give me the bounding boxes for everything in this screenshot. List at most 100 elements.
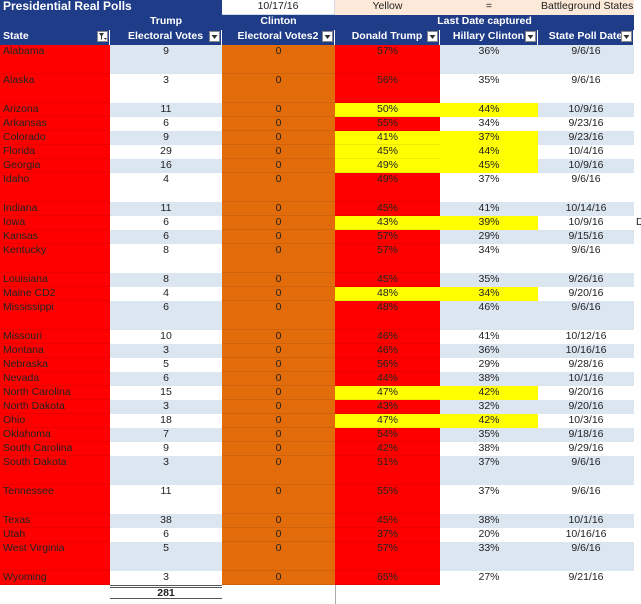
clinton-electoral-votes: 0 (222, 173, 335, 202)
state-name: North Carolina (0, 386, 110, 400)
poll-date: 9/20/16 (538, 386, 634, 400)
dropdown-icon (623, 35, 630, 39)
trump-electoral-votes: 4 (110, 287, 222, 301)
trump-poll: 57% (335, 45, 440, 74)
clinton-electoral-votes: 0 (222, 202, 335, 216)
poll-date: 9/23/16 (538, 117, 634, 131)
clinton-electoral-votes: 0 (222, 244, 335, 273)
clinton-electoral-votes: 0 (222, 117, 335, 131)
clinton-electoral-votes: 0 (222, 216, 335, 230)
clinton-poll: 42% (440, 386, 538, 400)
trump-electoral-votes: 9 (110, 45, 222, 74)
trump-electoral-votes: 8 (110, 244, 222, 273)
clinton-electoral-votes: 0 (222, 330, 335, 344)
poll-date: 10/3/16 (538, 414, 634, 428)
trump-poll: 50% (335, 103, 440, 117)
trump-electoral-votes: 10 (110, 330, 222, 344)
poll-date: 10/14/16 (538, 202, 634, 216)
clinton-electoral-votes: 0 (222, 145, 335, 159)
clinton-poll: 33% (440, 542, 538, 571)
trump-electoral-votes: 3 (110, 571, 222, 585)
clinton-electoral-votes: 0 (222, 514, 335, 528)
trump-electoral-votes: 5 (110, 542, 222, 571)
poll-date: 9/6/16 (538, 542, 634, 571)
trump-poll: 47% (335, 414, 440, 428)
clinton-electoral-votes: 0 (222, 372, 335, 386)
dropdown-icon (527, 35, 534, 39)
trump-electoral-votes: 8 (110, 273, 222, 287)
poll-date: 9/6/16 (538, 45, 634, 74)
trump-poll: 42% (335, 442, 440, 456)
group-header: Clinton (222, 15, 335, 30)
poll-date: 9/6/16 (538, 244, 634, 273)
sheet-title: Presidential Real Polls (0, 0, 222, 15)
poll-date: 9/20/16 (538, 287, 634, 301)
trump-poll: 49% (335, 159, 440, 173)
clinton-poll: 34% (440, 244, 538, 273)
clinton-poll: 45% (440, 159, 538, 173)
clinton-poll: 37% (440, 173, 538, 202)
trump-electoral-votes: 15 (110, 386, 222, 400)
clinton-poll: 35% (440, 428, 538, 442)
state-name: Georgia (0, 159, 110, 173)
dropdown-icon (324, 35, 331, 39)
trump-electoral-votes: 6 (110, 372, 222, 386)
poll-date: 9/6/16 (538, 301, 634, 330)
poll-date: 10/16/16 (538, 344, 634, 358)
trump-electoral-votes: 6 (110, 117, 222, 131)
filter-icon (99, 33, 107, 40)
trump-electoral-votes: 9 (110, 442, 222, 456)
clinton-poll: 27% (440, 571, 538, 585)
trump-poll: 45% (335, 202, 440, 216)
state-name: Idaho (0, 173, 110, 202)
trump-poll: 41% (335, 131, 440, 145)
clinton-electoral-votes: 0 (222, 159, 335, 173)
dropdown-icon (211, 35, 218, 39)
clinton-electoral-votes: 0 (222, 74, 335, 103)
clinton-poll: 38% (440, 514, 538, 528)
trump-poll: 37% (335, 528, 440, 542)
filter-button[interactable] (427, 31, 438, 42)
column-header: Hillary Clinton (440, 30, 538, 45)
group-header: Last Date captured (335, 15, 634, 30)
column-header: State Poll Date (538, 30, 634, 45)
clinton-electoral-votes: 0 (222, 103, 335, 117)
trump-electoral-votes: 16 (110, 159, 222, 173)
total-electoral-votes: 281 (110, 585, 222, 599)
trump-poll: 48% (335, 287, 440, 301)
state-name: Arizona (0, 103, 110, 117)
clinton-poll: 32% (440, 400, 538, 414)
clinton-electoral-votes: 0 (222, 273, 335, 287)
clinton-electoral-votes: 0 (222, 528, 335, 542)
date-cell: 10/17/16 (222, 0, 335, 15)
poll-date: 9/26/16 (538, 273, 634, 287)
state-name: Utah (0, 528, 110, 542)
trump-poll: 55% (335, 117, 440, 131)
clinton-poll: 29% (440, 230, 538, 244)
trump-electoral-votes: 6 (110, 230, 222, 244)
poll-date: 10/1/16 (538, 514, 634, 528)
state-name: Louisiana (0, 273, 110, 287)
clinton-poll: 42% (440, 414, 538, 428)
trump-electoral-votes: 5 (110, 358, 222, 372)
filter-button[interactable] (621, 31, 632, 42)
poll-date: 9/23/16 (538, 131, 634, 145)
poll-date: 9/18/16 (538, 428, 634, 442)
filter-button[interactable] (322, 31, 333, 42)
poll-date: 9/15/16 (538, 230, 634, 244)
clinton-poll: 34% (440, 117, 538, 131)
filter-button[interactable] (97, 31, 108, 42)
trump-poll: 65% (335, 571, 440, 585)
clinton-electoral-votes: 0 (222, 301, 335, 330)
filter-button[interactable] (525, 31, 536, 42)
trump-poll: 54% (335, 428, 440, 442)
trump-poll: 49% (335, 173, 440, 202)
state-name: Nebraska (0, 358, 110, 372)
filter-button[interactable] (209, 31, 220, 42)
poll-date: 9/6/16 (538, 456, 634, 485)
poll-date: 9/6/16 (538, 173, 634, 202)
poll-date: 9/6/16 (538, 74, 634, 103)
clinton-electoral-votes: 0 (222, 542, 335, 571)
state-name: Arkansas (0, 117, 110, 131)
clinton-poll: 46% (440, 301, 538, 330)
